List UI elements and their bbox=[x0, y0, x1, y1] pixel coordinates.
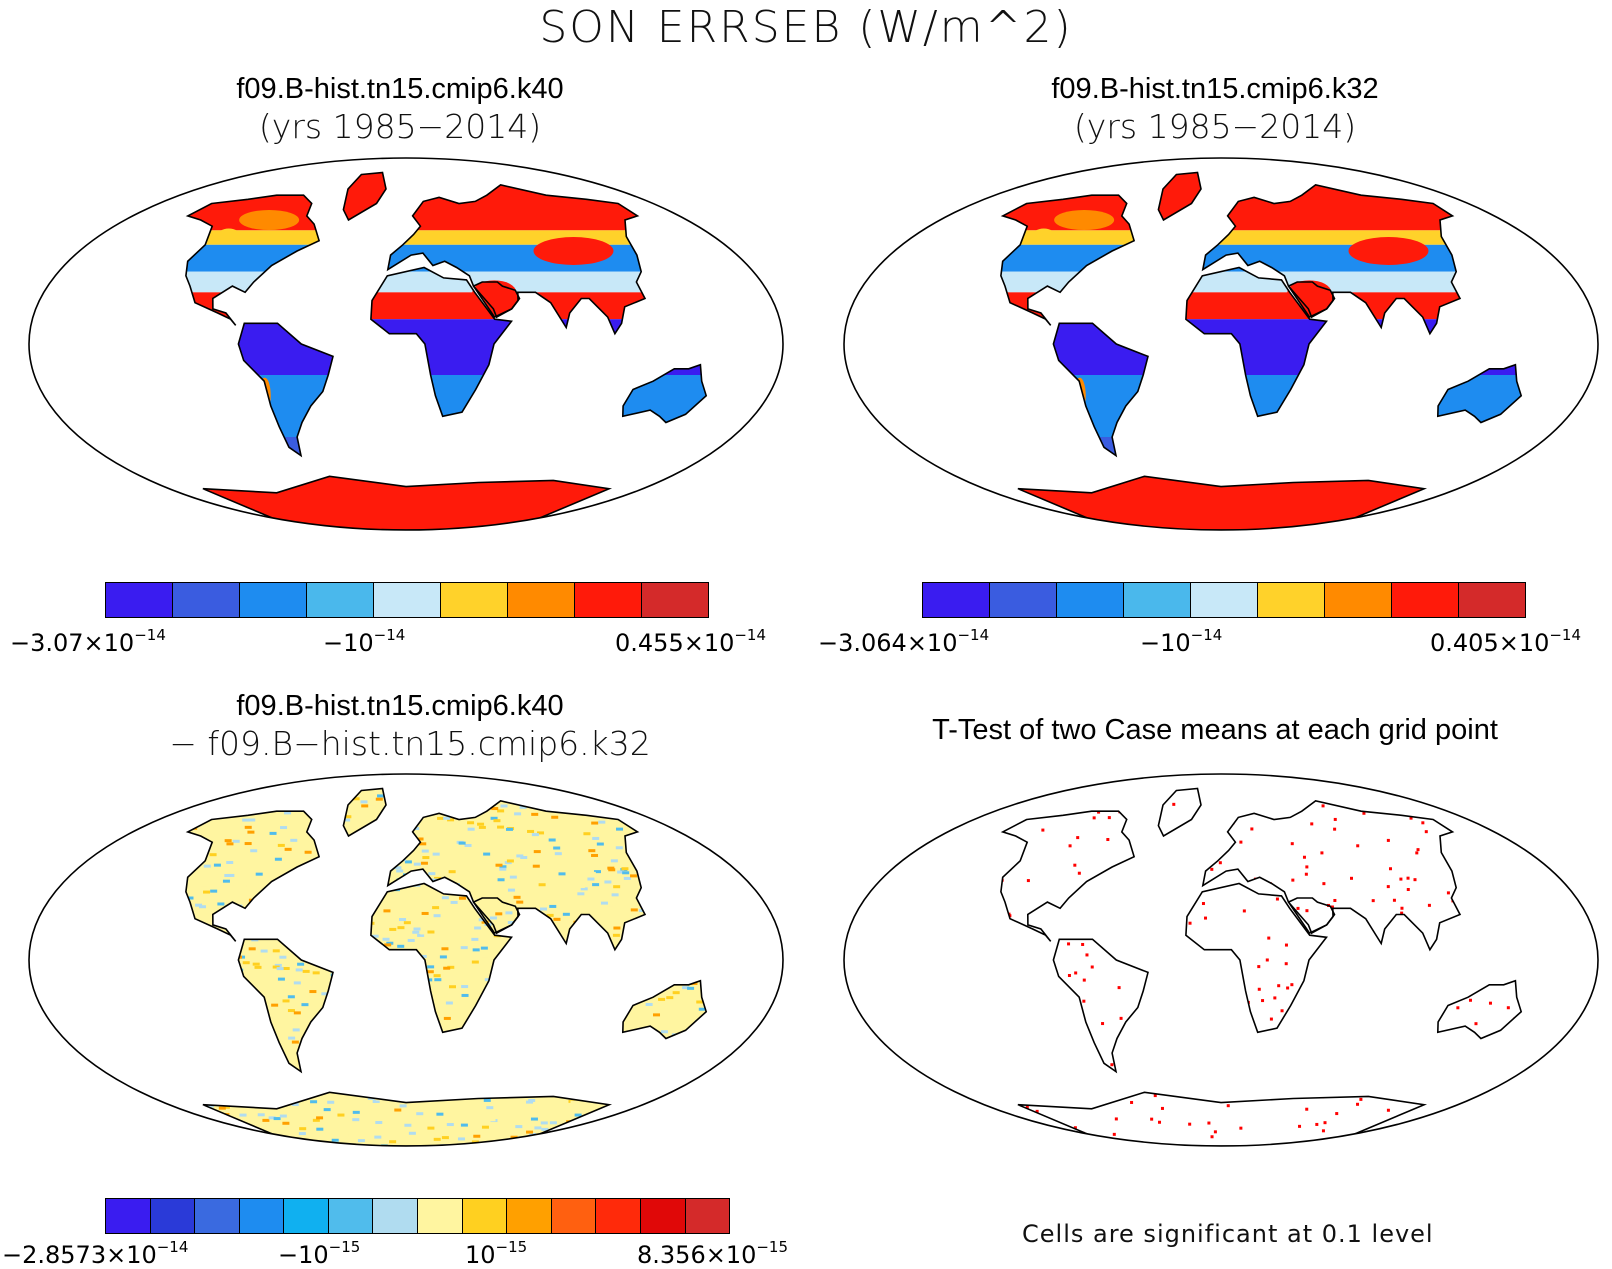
colorbar-k40 bbox=[105, 582, 709, 618]
colorbar-k40-label-min: −3.07×10−14 bbox=[10, 626, 166, 657]
panel-subtitle-k32: (yrs 1985−2014) bbox=[915, 107, 1515, 146]
colorbar-swatch bbox=[1459, 583, 1525, 617]
colorbar-swatch bbox=[552, 1199, 597, 1233]
colorbar-swatch bbox=[1325, 583, 1392, 617]
colorbar-swatch bbox=[642, 583, 708, 617]
colorbar-k40-label-max: 0.455×10−14 bbox=[615, 626, 766, 657]
colorbar-swatch bbox=[990, 583, 1057, 617]
colorbar-swatch bbox=[240, 583, 307, 617]
colorbar-swatch bbox=[106, 583, 173, 617]
colorbar-swatch bbox=[1191, 583, 1258, 617]
colorbar-swatch bbox=[1392, 583, 1459, 617]
colorbar-k32 bbox=[922, 582, 1526, 618]
colorbar-swatch bbox=[507, 1199, 552, 1233]
significance-note: Cells are significant at 0.1 level bbox=[1022, 1220, 1434, 1248]
colorbar-diff-label-max: 8.356×10−15 bbox=[637, 1238, 788, 1269]
panel-subtitle-diff: − f09.B−hist.tn15.cmip6.k32 bbox=[100, 724, 720, 763]
colorbar-k40-label-mid: −10−14 bbox=[323, 626, 405, 657]
colorbar-k32-label-mid: −10−14 bbox=[1140, 626, 1222, 657]
colorbar-swatch bbox=[508, 583, 575, 617]
colorbar-swatch bbox=[307, 583, 374, 617]
colorbar-swatch bbox=[463, 1199, 508, 1233]
colorbar-swatch bbox=[1124, 583, 1191, 617]
panel-title-k40: f09.B-hist.tn15.cmip6.k40 bbox=[100, 73, 700, 106]
colorbar-swatch bbox=[923, 583, 990, 617]
colorbar-swatch bbox=[195, 1199, 240, 1233]
panel-title-k32: f09.B-hist.tn15.cmip6.k32 bbox=[915, 73, 1515, 106]
colorbar-swatch bbox=[374, 583, 441, 617]
colorbar-swatch bbox=[686, 1199, 730, 1233]
colorbar-swatch bbox=[1258, 583, 1325, 617]
colorbar-swatch bbox=[1057, 583, 1124, 617]
map-k32 bbox=[840, 156, 1602, 532]
colorbar-diff-label-neg: −10−15 bbox=[278, 1238, 360, 1269]
colorbar-swatch bbox=[106, 1199, 151, 1233]
colorbar-swatch bbox=[641, 1199, 686, 1233]
map-k40 bbox=[25, 156, 787, 532]
colorbar-swatch bbox=[596, 1199, 641, 1233]
colorbar-swatch bbox=[284, 1199, 329, 1233]
colorbar-swatch bbox=[151, 1199, 196, 1233]
panel-subtitle-k40: (yrs 1985−2014) bbox=[100, 107, 700, 146]
colorbar-diff bbox=[105, 1198, 730, 1234]
colorbar-diff-label-pos: 10−15 bbox=[465, 1238, 527, 1269]
panel-title-ttest: T-Test of two Case means at each grid po… bbox=[815, 714, 1612, 747]
figure-title: SON ERRSEB (W/m^2) bbox=[0, 2, 1612, 53]
colorbar-swatch bbox=[173, 583, 240, 617]
colorbar-swatch bbox=[329, 1199, 374, 1233]
colorbar-diff-label-min: −2.8573×10−14 bbox=[2, 1238, 188, 1269]
map-diff bbox=[25, 772, 787, 1148]
colorbar-swatch bbox=[240, 1199, 285, 1233]
panel-title-diff: f09.B-hist.tn15.cmip6.k40 bbox=[100, 690, 700, 723]
colorbar-k32-label-min: −3.064×10−14 bbox=[818, 626, 989, 657]
colorbar-swatch bbox=[373, 1199, 418, 1233]
colorbar-swatch bbox=[418, 1199, 463, 1233]
map-ttest bbox=[840, 772, 1602, 1148]
colorbar-k32-label-max: 0.405×10−14 bbox=[1430, 626, 1581, 657]
colorbar-swatch bbox=[441, 583, 508, 617]
colorbar-swatch bbox=[575, 583, 642, 617]
